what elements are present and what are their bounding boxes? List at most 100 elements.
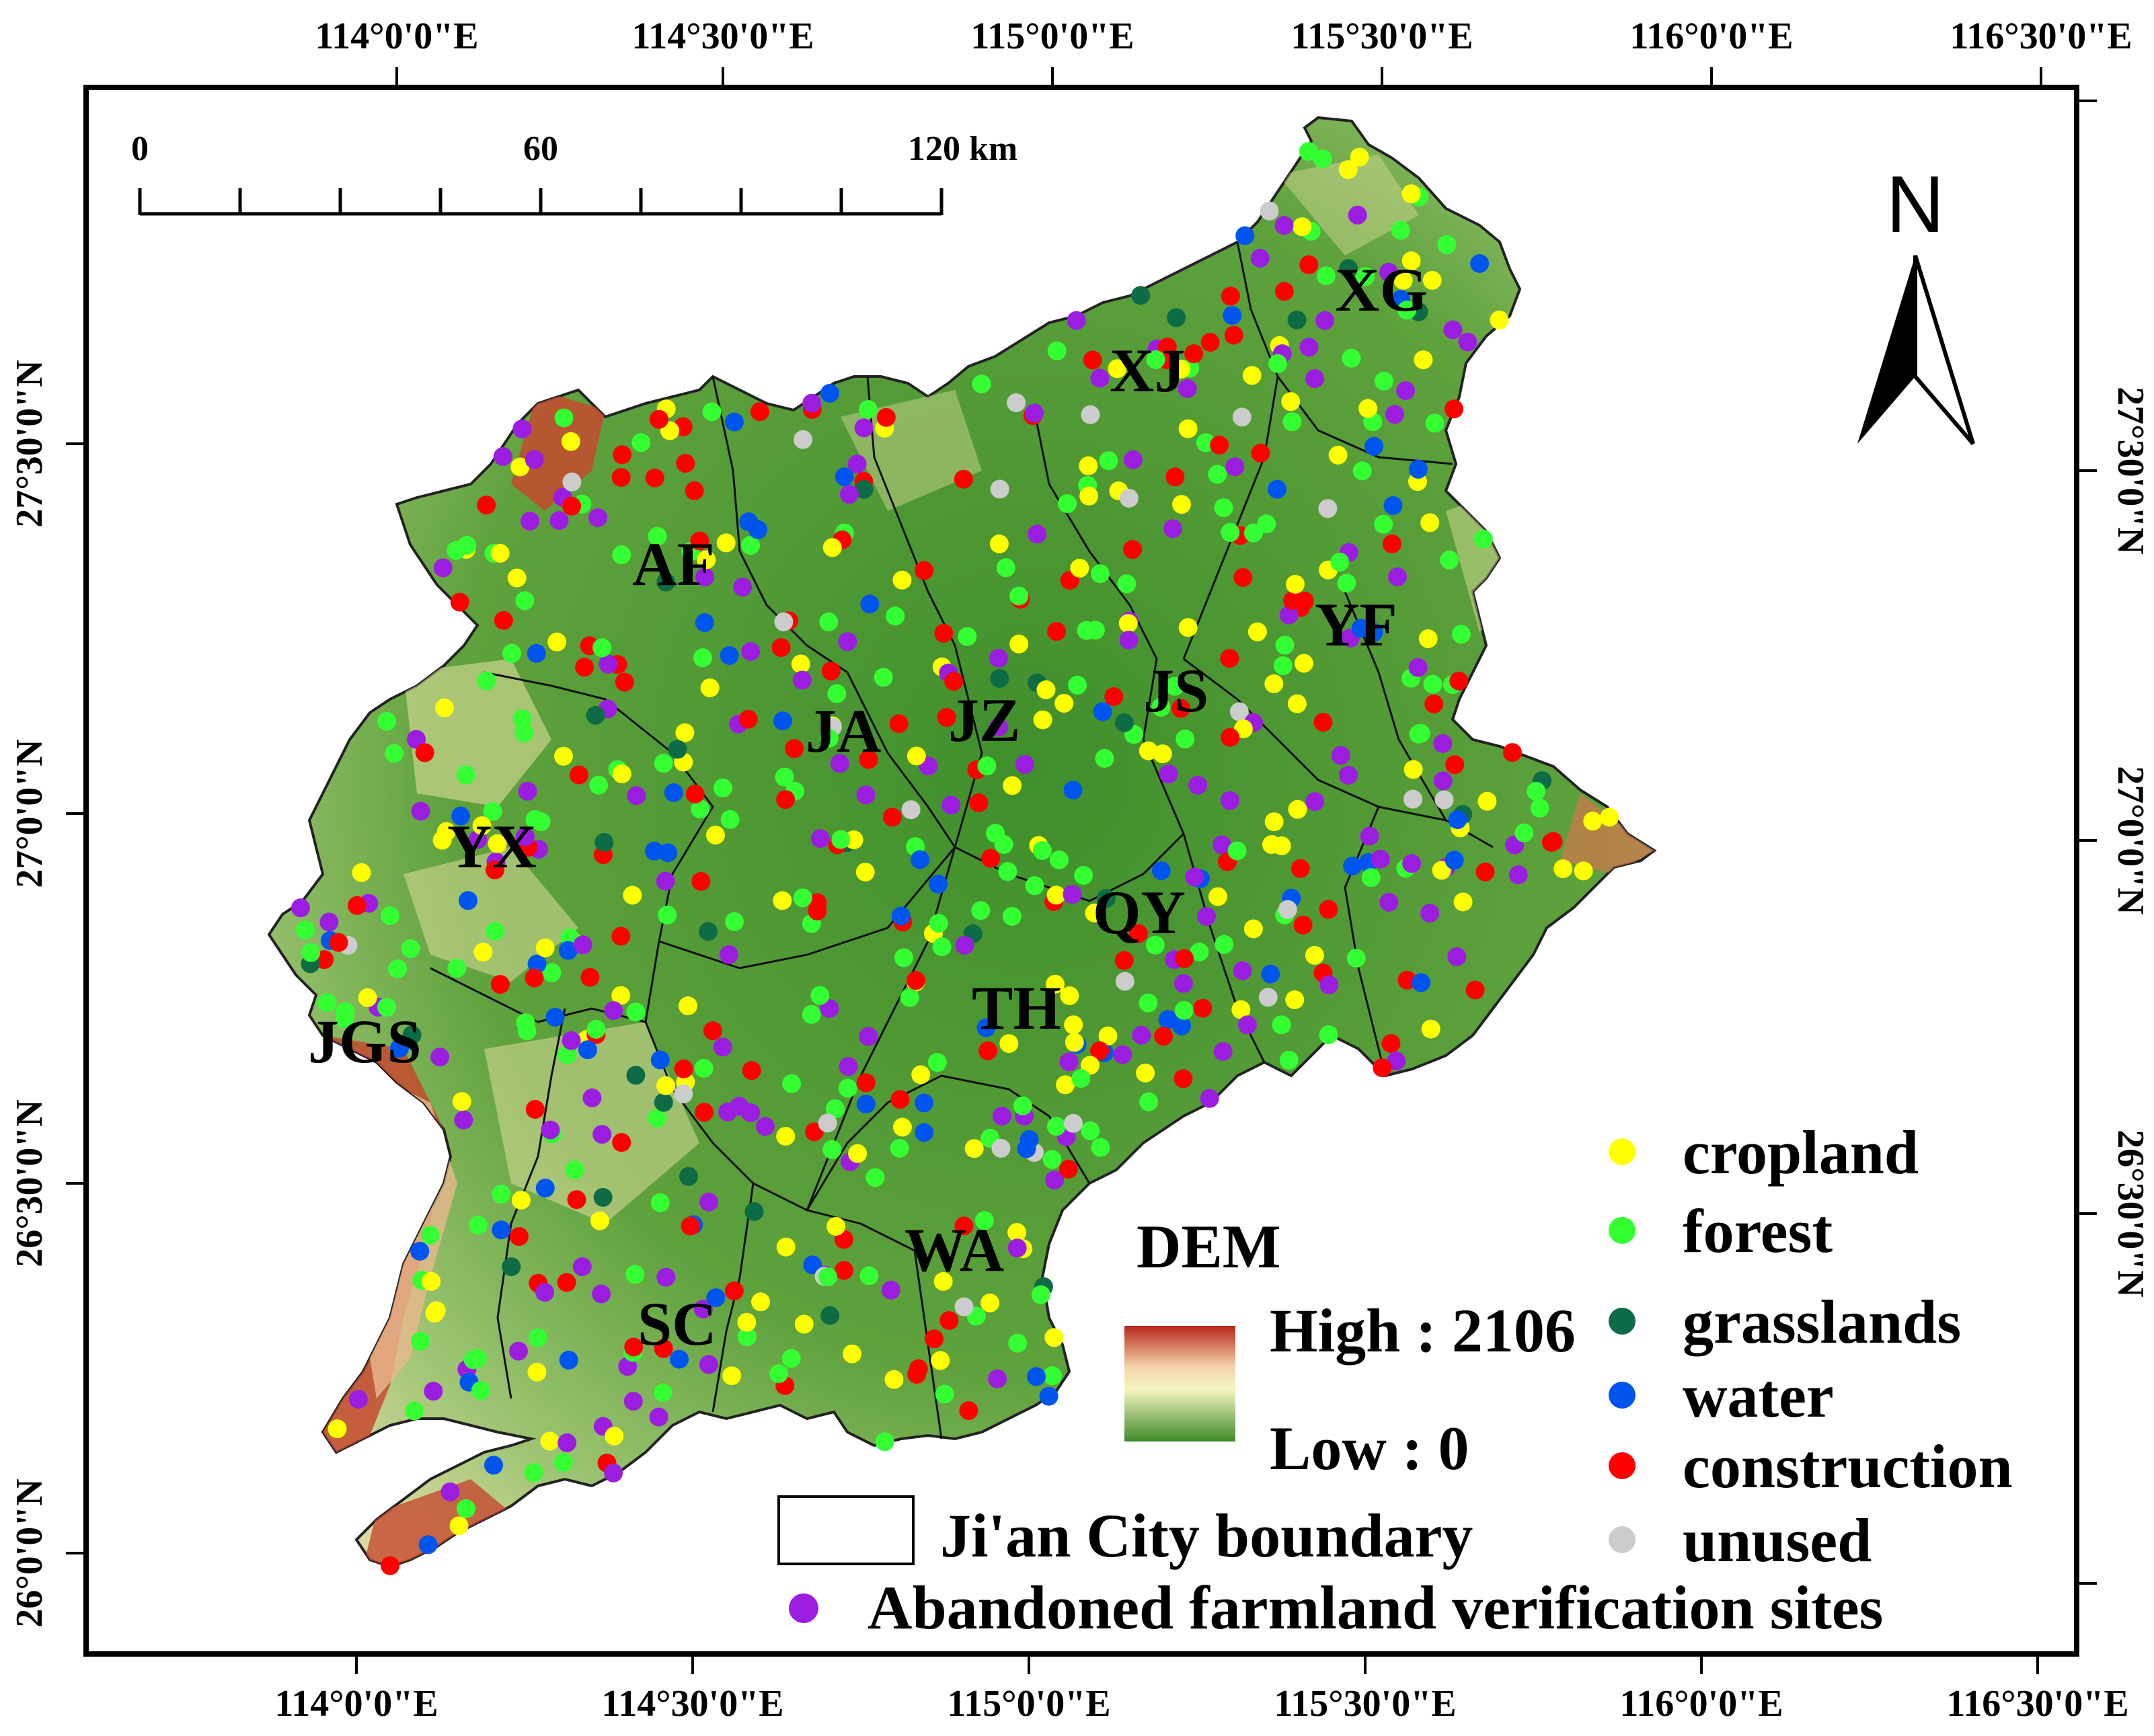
sample-site-point xyxy=(1165,676,1184,696)
sample-site-point xyxy=(1287,310,1307,329)
sample-site-point xyxy=(674,1059,693,1078)
sample-site-point xyxy=(1033,710,1052,729)
sample-site-point xyxy=(502,1257,521,1277)
lon-label: 114°30'0"E xyxy=(601,1683,783,1725)
lon-label: 115°0'0"E xyxy=(970,15,1134,57)
sample-site-point xyxy=(971,901,991,920)
sample-site-point xyxy=(1220,791,1239,810)
sample-site-point xyxy=(535,1179,555,1197)
sample-site-point xyxy=(992,1107,1011,1126)
sample-site-point xyxy=(329,933,348,952)
sample-site-point xyxy=(291,898,310,918)
sample-site-point xyxy=(751,1292,770,1312)
sample-site-point xyxy=(820,999,839,1019)
sample-site-point xyxy=(713,778,732,797)
sample-site-point xyxy=(457,536,477,555)
sample-site-point xyxy=(604,1463,623,1483)
sample-site-point xyxy=(1003,776,1022,795)
sample-site-point xyxy=(1316,266,1336,286)
sample-site-point xyxy=(1448,810,1467,830)
sample-site-point xyxy=(527,954,547,974)
sample-site-point xyxy=(1418,629,1438,648)
sample-site-point xyxy=(507,568,527,588)
lon-labels-bottom: 114°0'0"E 114°30'0"E 115°0'0"E 115°30'0"… xyxy=(274,1683,2128,1725)
sample-site-point xyxy=(535,938,555,957)
sample-site-point xyxy=(1007,1223,1027,1242)
sample-site-point xyxy=(838,632,857,652)
scale-bar: 0 60 120 km xyxy=(131,130,1017,216)
sample-site-point xyxy=(1178,618,1198,637)
county-label-sc: SC xyxy=(638,1290,717,1358)
sample-site-point xyxy=(847,455,867,474)
sample-site-point xyxy=(1114,713,1134,733)
scale-label-max: 120 km xyxy=(908,130,1017,168)
sample-site-point xyxy=(703,1021,722,1041)
sample-site-point xyxy=(656,871,675,891)
lon-label: 116°0'0"E xyxy=(1619,1683,1783,1725)
sample-site-point xyxy=(401,939,420,958)
sample-site-point xyxy=(490,975,510,994)
sample-site-point xyxy=(1432,861,1451,880)
sample-site-point xyxy=(1093,702,1112,721)
sample-site-point xyxy=(494,610,513,630)
sample-site-point xyxy=(1174,1000,1194,1020)
sample-site-point xyxy=(1145,935,1165,955)
sample-site-point xyxy=(773,891,792,910)
sample-site-point xyxy=(969,793,989,813)
sample-site-point xyxy=(1574,861,1593,881)
sample-site-point xyxy=(1268,479,1287,499)
sample-site-point xyxy=(1002,906,1022,926)
sample-site-point xyxy=(1424,695,1444,713)
sample-site-point xyxy=(774,612,794,631)
sample-site-point xyxy=(1361,868,1381,887)
sample-site-point xyxy=(1046,974,1065,994)
sample-site-point xyxy=(612,764,631,784)
sample-site-point xyxy=(935,1384,954,1404)
sample-site-point xyxy=(1319,1025,1338,1045)
sample-site-point xyxy=(854,418,874,438)
sample-site-point xyxy=(998,862,1017,881)
sample-site-point xyxy=(1286,575,1305,594)
sample-site-point xyxy=(456,765,475,785)
sample-site-point xyxy=(1171,699,1190,718)
sample-site-point xyxy=(891,906,911,926)
legend-swatch-forest xyxy=(1609,1217,1636,1244)
sample-site-point xyxy=(1090,1041,1110,1060)
sample-site-point xyxy=(1299,338,1319,357)
sample-site-point xyxy=(856,1095,876,1114)
sample-site-point xyxy=(1490,310,1509,329)
sample-site-point xyxy=(1393,271,1413,290)
sample-site-point xyxy=(604,1001,623,1021)
abandoned-swatch xyxy=(789,1593,818,1623)
sample-site-point xyxy=(685,785,705,803)
sample-site-point xyxy=(858,400,878,419)
sample-site-point xyxy=(834,1261,853,1280)
sample-site-point xyxy=(472,816,492,836)
sample-site-point xyxy=(527,643,546,663)
legend-label-grasslands: grasslands xyxy=(1683,1288,1961,1356)
sample-site-point xyxy=(388,959,408,978)
sample-site-point xyxy=(586,705,605,725)
sample-site-point xyxy=(484,1456,503,1475)
sample-site-point xyxy=(843,1344,861,1364)
sample-site-point xyxy=(554,746,573,766)
sample-site-point xyxy=(693,648,712,668)
sample-site-point xyxy=(744,1202,764,1222)
sample-site-point xyxy=(1085,903,1104,922)
sample-site-point xyxy=(1059,1160,1078,1179)
sample-site-point xyxy=(521,512,539,531)
sample-site-point xyxy=(1408,459,1428,479)
boundary-label: Ji'an City boundary xyxy=(940,1501,1473,1570)
sample-site-point xyxy=(1342,348,1361,368)
sample-site-point xyxy=(486,860,504,879)
sample-site-point xyxy=(1154,1027,1174,1046)
sample-site-point xyxy=(653,1382,672,1402)
sample-site-point xyxy=(631,433,651,452)
sample-site-point xyxy=(549,511,569,530)
sample-site-point xyxy=(856,785,876,805)
sample-site-point xyxy=(1508,865,1528,885)
sample-site-point xyxy=(1440,550,1459,569)
legend-swatch-cropland xyxy=(1609,1138,1636,1165)
sample-site-point xyxy=(381,1556,400,1575)
sample-site-point xyxy=(1213,1042,1233,1061)
